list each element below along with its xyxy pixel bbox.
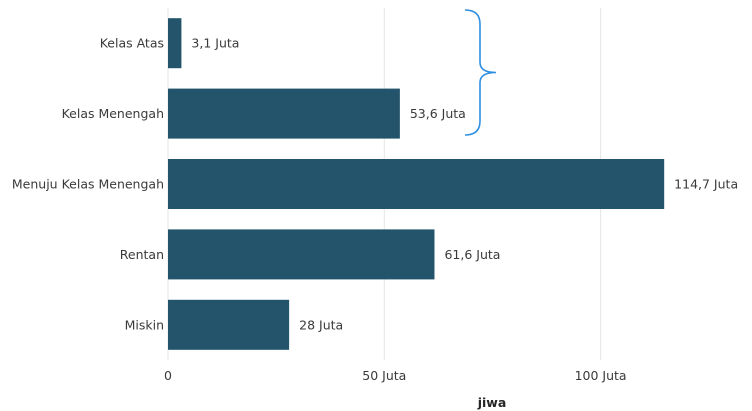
data-labels: 3,1 Juta 53,6 Juta 114,7 Juta 61,6 Juta 28 J… bbox=[191, 36, 738, 333]
x-tick-labels: 0 50 Juta 100 Juta bbox=[164, 368, 627, 383]
data-label-1: 53,6 Juta bbox=[410, 106, 466, 121]
category-label-3: Rentan bbox=[120, 247, 164, 262]
data-label-2: 114,7 Juta bbox=[674, 177, 738, 192]
category-label-4: Miskin bbox=[125, 317, 164, 332]
x-axis-title: jiwa bbox=[477, 395, 507, 410]
bar-0 bbox=[168, 18, 182, 69]
bar-2 bbox=[168, 159, 665, 209]
bracket-annotation bbox=[464, 9, 497, 136]
bar-4 bbox=[168, 299, 290, 350]
bar-1 bbox=[168, 88, 400, 139]
x-tick-label-2: 100 Juta bbox=[575, 368, 627, 383]
category-label-0: Kelas Atas bbox=[100, 36, 164, 51]
data-label-4: 28 Juta bbox=[299, 317, 343, 332]
bar-3 bbox=[168, 229, 435, 280]
category-label-1: Kelas Menengah bbox=[62, 106, 164, 121]
x-tick-label-1: 50 Juta bbox=[362, 368, 406, 383]
data-label-0: 3,1 Juta bbox=[191, 36, 239, 51]
category-labels: Kelas Atas Kelas Menengah Menuju Kelas Men… bbox=[12, 36, 164, 333]
x-tick-label-0: 0 bbox=[164, 368, 172, 383]
bars bbox=[168, 18, 665, 350]
data-label-3: 61,6 Juta bbox=[444, 247, 500, 262]
category-label-2: Menuju Kelas Menengah bbox=[12, 177, 164, 192]
